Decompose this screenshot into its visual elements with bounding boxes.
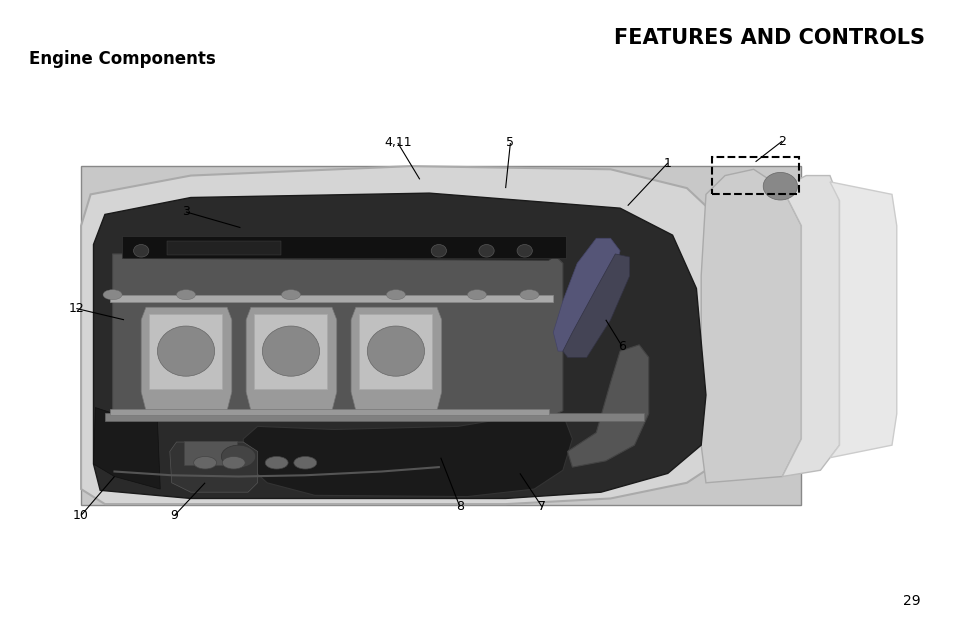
- Bar: [110, 409, 548, 415]
- Polygon shape: [700, 169, 801, 483]
- Ellipse shape: [294, 456, 316, 469]
- Polygon shape: [351, 307, 441, 411]
- Polygon shape: [562, 254, 629, 357]
- Polygon shape: [93, 193, 705, 498]
- Polygon shape: [149, 314, 222, 389]
- Ellipse shape: [133, 245, 149, 257]
- Ellipse shape: [265, 456, 288, 469]
- Text: Engine Components: Engine Components: [29, 50, 215, 68]
- Ellipse shape: [103, 290, 122, 300]
- Polygon shape: [170, 442, 257, 492]
- Ellipse shape: [519, 290, 538, 300]
- Bar: [711, 157, 799, 194]
- Ellipse shape: [467, 290, 486, 300]
- Polygon shape: [358, 314, 432, 389]
- Polygon shape: [93, 408, 160, 489]
- Ellipse shape: [222, 456, 245, 469]
- Text: 7: 7: [537, 500, 545, 513]
- Ellipse shape: [262, 326, 319, 376]
- Ellipse shape: [517, 245, 532, 257]
- Text: 4,11: 4,11: [384, 137, 411, 149]
- Ellipse shape: [386, 290, 405, 300]
- Text: 12: 12: [69, 302, 84, 315]
- Bar: [167, 241, 281, 255]
- Bar: [184, 441, 236, 465]
- Ellipse shape: [221, 445, 255, 468]
- Text: 2: 2: [778, 135, 785, 147]
- Ellipse shape: [762, 172, 797, 200]
- Polygon shape: [253, 314, 327, 389]
- Bar: [122, 236, 565, 258]
- Ellipse shape: [478, 245, 494, 257]
- Text: FEATURES AND CONTROLS: FEATURES AND CONTROLS: [614, 28, 924, 48]
- Ellipse shape: [431, 245, 446, 257]
- Polygon shape: [829, 182, 896, 458]
- Polygon shape: [81, 166, 739, 504]
- Text: 10: 10: [73, 509, 89, 522]
- Text: 3: 3: [182, 206, 190, 218]
- Text: 5: 5: [506, 137, 514, 149]
- Bar: [81, 166, 801, 505]
- Polygon shape: [124, 238, 562, 260]
- Bar: [105, 413, 643, 421]
- Polygon shape: [141, 307, 232, 411]
- Text: 1: 1: [663, 157, 671, 169]
- Bar: [110, 295, 553, 302]
- Text: 29: 29: [902, 594, 920, 608]
- Ellipse shape: [367, 326, 424, 376]
- Ellipse shape: [193, 456, 216, 469]
- Polygon shape: [781, 176, 839, 477]
- Text: 6: 6: [618, 340, 625, 352]
- Polygon shape: [246, 307, 336, 411]
- Ellipse shape: [281, 290, 300, 300]
- Ellipse shape: [157, 326, 214, 376]
- Polygon shape: [553, 238, 619, 351]
- Text: 9: 9: [171, 509, 178, 522]
- Ellipse shape: [176, 290, 195, 300]
- Polygon shape: [243, 414, 572, 497]
- Polygon shape: [567, 345, 648, 467]
- Text: 8: 8: [456, 500, 463, 513]
- Polygon shape: [112, 254, 562, 420]
